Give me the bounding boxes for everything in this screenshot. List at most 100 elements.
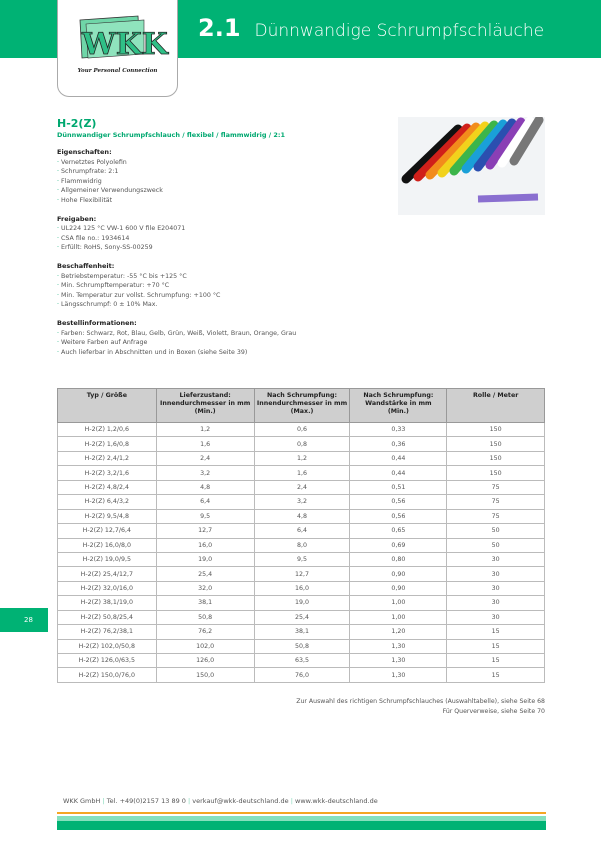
table-cell: 75 (446, 508, 545, 525)
header-line: (Min.) (387, 408, 409, 416)
chapter-number: 2.1 (198, 14, 241, 42)
logo: WKK Your Personal Connection (57, 0, 178, 97)
table-row: H-2(Z) 4,8/2,4 4,8 2,4 0,51 75 (57, 479, 545, 496)
table-cell: 9,5 (155, 508, 255, 525)
tube-mark (437, 121, 490, 178)
header-band-left (0, 0, 57, 58)
table-cell: 0,65 (349, 523, 448, 539)
table-cell: 1,30 (349, 667, 448, 683)
footer-line-orange (57, 812, 546, 814)
table-cell: 12,7 (155, 523, 255, 539)
table-cell: H-2(Z) 4,8/2,4 (57, 479, 157, 496)
table-cell: 1,30 (349, 638, 448, 655)
table-cell: H-2(Z) 9,5/4,8 (57, 508, 157, 525)
table-cell: 0,44 (349, 450, 448, 467)
footer-web[interactable]: www.wkk-deutschland.de (295, 797, 378, 805)
table-cell: 19,0 (155, 551, 255, 568)
section-title: Eigenschaften: (57, 148, 112, 156)
table-cell: 63,5 (253, 652, 351, 669)
table-row: H-2(Z) 50,8/25,4 50,8 25,4 1,00 30 (57, 609, 545, 626)
section-item: Hohe Flexibilität (57, 196, 296, 206)
table-cell: 75 (446, 494, 545, 510)
table-cell: H-2(Z) 150,0/76,0 (57, 667, 157, 683)
footer-line-green (57, 821, 546, 830)
section-item: Auch lieferbar in Abschnitten und in Box… (57, 348, 296, 358)
footer-email[interactable]: verkauf@wkk-deutschland.de (192, 797, 289, 805)
table-cell: 0,8 (253, 436, 351, 452)
table-cell: H-2(Z) 32,0/16,0 (57, 580, 157, 597)
table-cell: H-2(Z) 76,2/38,1 (57, 624, 157, 640)
table-row: H-2(Z) 16,0/8,0 16,0 8,0 0,69 50 (57, 537, 545, 553)
table-cell: 1,2 (155, 421, 255, 438)
table-cell: 150 (446, 450, 545, 467)
section-item: Schrumpfrate: 2:1 (57, 167, 296, 177)
table-cell: 0,56 (349, 494, 448, 510)
section: Bestellinformationen: Farben: Schwarz, Ro… (57, 319, 296, 357)
table-cell: 4,8 (253, 508, 351, 525)
table-cell: 3,2 (155, 465, 255, 481)
table-cell: 1,30 (349, 652, 448, 669)
table-row: H-2(Z) 38,1/19,0 38,1 19,0 1,00 30 (57, 595, 545, 611)
table-cell: 150 (446, 465, 545, 481)
note: Zur Auswahl des richtigen Schrumpfschlau… (296, 698, 545, 705)
table-row: H-2(Z) 126,0/63,5 126,0 63,5 1,30 15 (57, 652, 545, 669)
footer-phone: Tel. +49(0)2157 13 89 0 (106, 797, 186, 805)
product-photo (398, 117, 545, 215)
table-cell: 1,20 (349, 624, 448, 640)
column-header: Rolle / Meter (446, 388, 545, 423)
table-cell: 50 (446, 537, 545, 553)
tube-mark (477, 193, 539, 203)
table-cell: 2,4 (155, 450, 255, 467)
section-item: Längsschrumpf: 0 ± 10% Max. (57, 300, 296, 310)
page-title: 2.1 Dünnwandige Schrumpfschläuche (198, 14, 544, 42)
header-line: Nach Schrumpfung: (266, 392, 338, 399)
table-cell: 0,69 (349, 537, 448, 553)
table-row: H-2(Z) 6,4/3,2 6,4 3,2 0,56 75 (57, 494, 545, 510)
table-cell: 6,4 (155, 494, 255, 510)
table-cell: 0,90 (349, 580, 448, 597)
product-info: H-2(Z) Dünnwandiger Schrumpfschlauch / f… (57, 117, 296, 357)
table-cell: H-2(Z) 16,0/8,0 (57, 537, 157, 553)
column-header: Typ / Größe (57, 388, 157, 423)
table-cell: 126,0 (155, 652, 255, 669)
table-cell: 30 (446, 566, 545, 582)
product-name: H-2(Z) (57, 117, 97, 130)
table-cell: 16,0 (253, 580, 351, 597)
table-row: H-2(Z) 12,7/6,4 12,7 6,4 0,65 50 (57, 523, 545, 539)
table-cell: 50,8 (253, 638, 351, 655)
table-cell: 150 (446, 421, 545, 438)
tagline: Your Personal Connection (77, 68, 158, 74)
table-cell: H-2(Z) 2,4/1,2 (57, 450, 157, 467)
table-cell: 16,0 (155, 537, 255, 553)
header-line: Innendurchmesser in mm (160, 400, 251, 408)
table-cell: 0,6 (253, 421, 351, 438)
table-cell: 12,7 (253, 566, 351, 582)
section-item: UL224 125 °C VW-1 600 V file E204071 (57, 224, 296, 234)
table-cell: 8,0 (253, 537, 351, 553)
table-cell: 1,2 (253, 450, 351, 467)
header-line: Nach Schrumpfung: (363, 392, 434, 399)
table-row: H-2(Z) 150,0/76,0 150,0 76,0 1,30 15 (57, 667, 545, 683)
tube-mark (497, 117, 535, 168)
table-cell: H-2(Z) 12,7/6,4 (57, 523, 157, 539)
header-line: (Max.) (290, 408, 314, 416)
table-cell: 38,1 (253, 624, 351, 640)
tube-mark (413, 123, 472, 182)
table-cell: H-2(Z) 126,0/63,5 (57, 652, 157, 669)
tube-mark (473, 118, 517, 172)
table-cell: 19,0 (253, 595, 351, 611)
table-cell: 9,5 (253, 551, 351, 568)
table-cell: 0,36 (349, 436, 448, 452)
product-subtitle: Dünnwandiger Schrumpfschlauch / flexibel… (57, 131, 286, 139)
table-cell: 0,44 (349, 465, 448, 481)
table-cell: 1,6 (253, 465, 351, 481)
table-cell: H-2(Z) 1,2/0,6 (57, 421, 157, 438)
table-cell: 3,2 (253, 494, 351, 510)
table-cell: 30 (446, 609, 545, 626)
tube-mark (485, 117, 526, 170)
tube-mark (449, 120, 499, 176)
notes: Zur Auswahl des richtigen Schrumpfschlau… (296, 697, 545, 717)
note: Für Querverweise, siehe Seite 70 (442, 708, 545, 715)
table-cell: 0,56 (349, 508, 448, 525)
table-row: H-2(Z) 102,0/50,8 102,0 50,8 1,30 15 (57, 638, 545, 655)
